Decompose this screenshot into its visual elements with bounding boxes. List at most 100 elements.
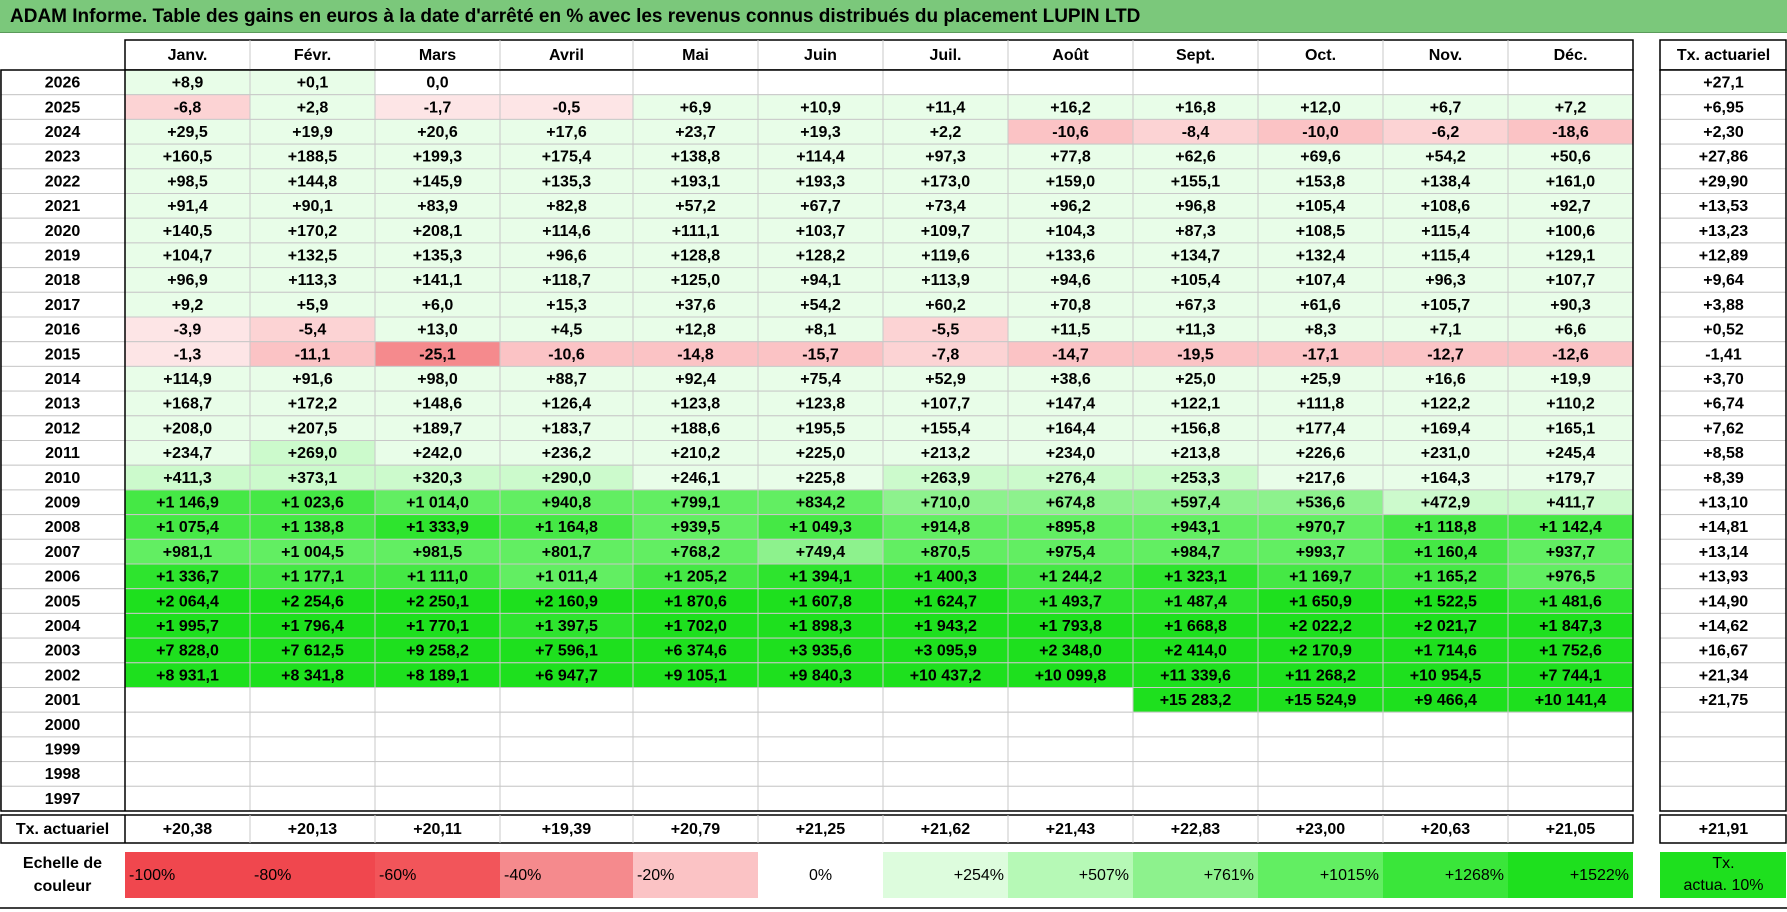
value-label: +1 164,8 — [535, 519, 598, 536]
value-label: +245,4 — [1546, 445, 1595, 462]
value-cell — [499, 464, 634, 491]
value-label: +411,7 — [1546, 494, 1595, 511]
value-cell — [1007, 193, 1134, 219]
value-label: +11,4 — [926, 99, 966, 116]
legend-value: +507% — [1079, 867, 1129, 884]
legend-swatch — [500, 852, 633, 898]
value-label: +15 283,2 — [1160, 692, 1232, 709]
value-cell — [632, 193, 759, 219]
table-row: 2022 +98,5 +144,8 +145,9 +135,3 +193,1 +193,3 +… — [0, 168, 1787, 195]
value-cell — [374, 736, 501, 763]
value-cell — [1382, 687, 1509, 713]
value-cell — [499, 736, 634, 763]
value-label: +225,0 — [796, 445, 845, 462]
value-cell — [124, 415, 251, 441]
value-label: +213,8 — [1171, 445, 1220, 462]
value-cell — [1132, 193, 1259, 219]
value-cell — [124, 390, 251, 417]
legend-swatch — [250, 852, 375, 898]
value-cell — [1007, 489, 1134, 516]
rate-label: +27,86 — [1699, 149, 1748, 166]
value-cell — [632, 637, 759, 664]
value-label: +155,4 — [921, 420, 970, 437]
value-cell — [1132, 711, 1259, 738]
value-cell — [249, 390, 376, 417]
year-label: 2024 — [45, 124, 81, 141]
value-cell — [1257, 489, 1384, 516]
value-cell — [882, 316, 1009, 343]
value-label: -19,5 — [1177, 346, 1214, 363]
value-cell — [1382, 242, 1509, 269]
summary-value: +20,79 — [671, 821, 720, 838]
value-label: +82,8 — [546, 198, 587, 215]
year-cell — [0, 761, 126, 787]
value-cell — [499, 242, 634, 269]
value-cell — [632, 687, 759, 713]
value-label: +1 995,7 — [156, 618, 219, 635]
value-cell — [632, 785, 759, 812]
value-label: +7 744,1 — [1539, 667, 1602, 684]
year-label: 2004 — [45, 618, 81, 635]
value-label: +1 177,1 — [281, 569, 344, 586]
value-label: +57,2 — [675, 198, 716, 215]
rate-cell — [1659, 761, 1787, 787]
rate-label: +3,88 — [1703, 297, 1744, 314]
table-row: 2000 — [0, 711, 1787, 738]
month-header: Nov. — [1429, 47, 1462, 64]
value-label: +1 624,7 — [914, 593, 977, 610]
value-cell — [499, 489, 634, 516]
value-label: -12,7 — [1427, 346, 1464, 363]
value-label: -10,6 — [1052, 124, 1089, 141]
value-label: +92,7 — [1550, 198, 1591, 215]
value-label: +15,3 — [546, 297, 587, 314]
value-cell — [1507, 785, 1634, 812]
value-cell — [124, 193, 251, 219]
value-label: +8 931,1 — [156, 667, 219, 684]
value-cell — [499, 687, 634, 713]
rate-label: +14,90 — [1699, 593, 1748, 610]
value-label: +155,1 — [1171, 173, 1220, 190]
value-label: +115,4 — [1421, 223, 1470, 240]
value-cell — [124, 242, 251, 269]
value-cell — [757, 94, 884, 120]
table-row: 2013 +168,7 +172,2 +148,6 +126,4 +123,8 +123,8… — [0, 390, 1787, 417]
value-label: +128,8 — [671, 247, 720, 264]
value-label: +1 111,0 — [407, 569, 468, 586]
value-cell — [249, 489, 376, 516]
value-label: +145,9 — [413, 173, 462, 190]
value-cell — [1257, 563, 1384, 590]
value-label: +160,5 — [163, 149, 212, 166]
value-label: +20,6 — [417, 124, 458, 141]
value-label: +975,4 — [1046, 544, 1095, 561]
value-cell — [499, 217, 634, 244]
value-label: +3 095,9 — [914, 643, 977, 660]
value-cell — [374, 785, 501, 812]
value-label: +161,0 — [1546, 173, 1595, 190]
legend-label: Echelle de — [23, 855, 102, 872]
value-cell — [249, 267, 376, 293]
table-row: 2006 +1 336,7 +1 177,1 +1 111,0 +1 011,4 +1 2… — [0, 563, 1787, 590]
value-cell — [499, 761, 634, 787]
year-label: 2012 — [45, 420, 81, 437]
legend-value: -100% — [129, 867, 175, 884]
value-label: +193,3 — [796, 173, 845, 190]
rate-label: -1,41 — [1705, 346, 1742, 363]
value-label: +8 189,1 — [406, 667, 469, 684]
value-label: +67,3 — [1175, 297, 1216, 314]
table-row: 2015 -1,3 -11,1 -25,1 -10,6 -14,8 -15,7 -7,8 -14… — [0, 341, 1787, 367]
value-label: +801,7 — [542, 544, 591, 561]
value-cell — [1257, 736, 1384, 763]
value-label: +1 336,7 — [156, 569, 219, 586]
value-cell — [757, 761, 884, 787]
value-label: +2 021,7 — [1414, 618, 1477, 635]
value-label: +90,3 — [1550, 297, 1591, 314]
value-cell — [1382, 761, 1509, 787]
value-label: +113,9 — [921, 272, 970, 289]
table-row: 2024 +29,5 +19,9 +20,6 +17,6 +23,7 +19,3 +2,2 -1… — [0, 118, 1787, 145]
value-cell — [1257, 785, 1384, 812]
table-row: 2003 +7 828,0 +7 612,5 +9 258,2 +7 596,1 +6 3… — [0, 637, 1787, 664]
table-row: 2021 +91,4 +90,1 +83,9 +82,8 +57,2 +67,7 +73,4 +… — [0, 193, 1787, 219]
value-cell — [374, 193, 501, 219]
value-label: +799,1 — [671, 494, 720, 511]
value-label: +984,7 — [1171, 544, 1220, 561]
